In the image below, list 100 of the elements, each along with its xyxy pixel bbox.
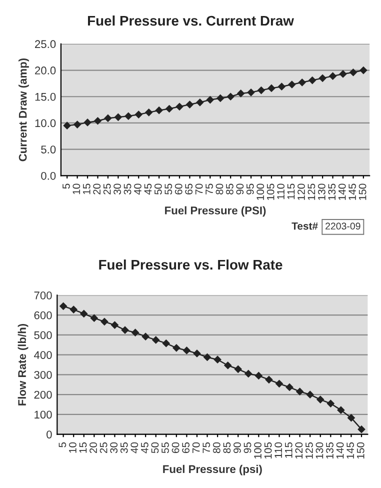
x-tick-label: 120 <box>295 442 303 459</box>
x-tick-label: 110 <box>274 442 282 458</box>
point <box>244 370 252 378</box>
y-tick-label: 10.0 <box>35 119 56 128</box>
point <box>100 318 108 326</box>
point <box>142 332 150 340</box>
x-tick-label: 115 <box>285 442 292 458</box>
point <box>360 66 368 74</box>
point <box>166 105 173 112</box>
point <box>268 84 276 92</box>
x-tick-label: 70 <box>195 184 203 194</box>
point <box>276 380 283 388</box>
y-tick-label: 0.0 <box>41 172 56 180</box>
point <box>121 326 129 334</box>
y-tick-label: 5.0 <box>41 146 56 154</box>
point <box>124 112 132 120</box>
x-tick-label: 55 <box>162 442 169 454</box>
x-tick-label: 80 <box>216 184 224 194</box>
x-tick-label: 140 <box>338 184 346 200</box>
x-tick-label: 30 <box>114 184 121 195</box>
point <box>278 82 286 90</box>
point <box>204 354 211 361</box>
point <box>90 314 98 322</box>
point <box>247 88 255 96</box>
y-tick-label: 500 <box>34 331 52 340</box>
y-tick-label: 25.0 <box>35 40 56 48</box>
point <box>206 96 214 104</box>
point <box>224 362 232 370</box>
x-tick-label: 5 <box>58 442 66 448</box>
x-tick-label: 65 <box>182 442 190 454</box>
y-tick-label: 600 <box>34 311 52 320</box>
point <box>162 340 170 347</box>
x-tick-label: 20 <box>93 184 101 194</box>
x-tick-label: 20 <box>90 442 97 454</box>
x-tick-label: 150 <box>358 184 366 200</box>
x-tick-label: 45 <box>144 184 152 195</box>
point <box>358 426 366 433</box>
point <box>308 76 316 84</box>
x-tick-label: 105 <box>264 442 272 459</box>
point <box>237 90 244 98</box>
x-tick-label: 50 <box>151 442 159 454</box>
x-tick-label: 95 <box>244 442 252 454</box>
x-tick-label: 125 <box>306 442 313 459</box>
x-tick-label: 85 <box>226 184 234 194</box>
x-tick-label: 25 <box>103 184 111 194</box>
y-tick-label: 200 <box>34 390 52 399</box>
x-tick-label: 15 <box>79 442 87 453</box>
y-axis-title: Current Draw (amp) <box>18 58 29 162</box>
point <box>152 336 160 344</box>
point <box>216 94 224 102</box>
point <box>145 108 152 116</box>
x-tick-label: 115 <box>287 184 295 200</box>
x-tick-label: 140 <box>336 442 344 459</box>
x-tick-label: 110 <box>277 184 284 200</box>
point <box>258 86 265 94</box>
point <box>132 328 139 336</box>
x-tick-label: 60 <box>172 442 180 454</box>
x-tick-label: 50 <box>154 184 162 194</box>
point <box>265 376 273 384</box>
y-tick-label: 0 <box>46 430 52 438</box>
point <box>255 372 262 380</box>
point <box>296 388 304 396</box>
x-tick-label: 70 <box>192 442 200 454</box>
point <box>337 406 345 414</box>
x-tick-label: 90 <box>236 184 244 194</box>
x-tick-label: 40 <box>134 184 142 195</box>
x-tick-label: 65 <box>185 184 193 194</box>
x-tick-label: 135 <box>328 184 336 200</box>
x-tick-label: 105 <box>266 184 274 200</box>
point <box>234 366 242 373</box>
point <box>196 98 204 106</box>
x-tick-label: 75 <box>206 184 213 194</box>
x-tick-label: 35 <box>120 442 128 454</box>
x-axis-title: Fuel Pressure (PSI) <box>165 206 266 217</box>
point <box>298 78 306 86</box>
x-tick-label: 35 <box>124 184 132 195</box>
text: 2203-09 <box>326 222 360 230</box>
y-tick-label: 300 <box>34 370 52 379</box>
x-tick-label: 10 <box>69 442 76 453</box>
chart-title: Fuel Pressure vs. Current Draw <box>88 15 294 26</box>
point <box>350 68 357 76</box>
y-tick-label: 20.0 <box>35 66 56 74</box>
point <box>183 346 190 354</box>
x-tick-label: 85 <box>223 442 231 454</box>
x-tick-label: 60 <box>174 184 182 194</box>
point <box>286 384 294 391</box>
point <box>84 118 92 126</box>
x-tick-label: 120 <box>298 184 305 200</box>
point <box>288 80 296 88</box>
point <box>306 390 314 398</box>
point <box>214 356 222 364</box>
x-tick-label: 100 <box>254 442 262 459</box>
x-axis-title: Fuel Pressure (psi) <box>163 464 262 476</box>
x-tick-label: 25 <box>100 442 108 454</box>
x-tick-label: 90 <box>234 442 241 454</box>
text: Test# <box>292 222 318 230</box>
point <box>176 102 184 110</box>
point <box>348 414 355 422</box>
point <box>155 106 163 114</box>
y-axis-title: Flow Rate (lb/h) <box>18 324 28 406</box>
